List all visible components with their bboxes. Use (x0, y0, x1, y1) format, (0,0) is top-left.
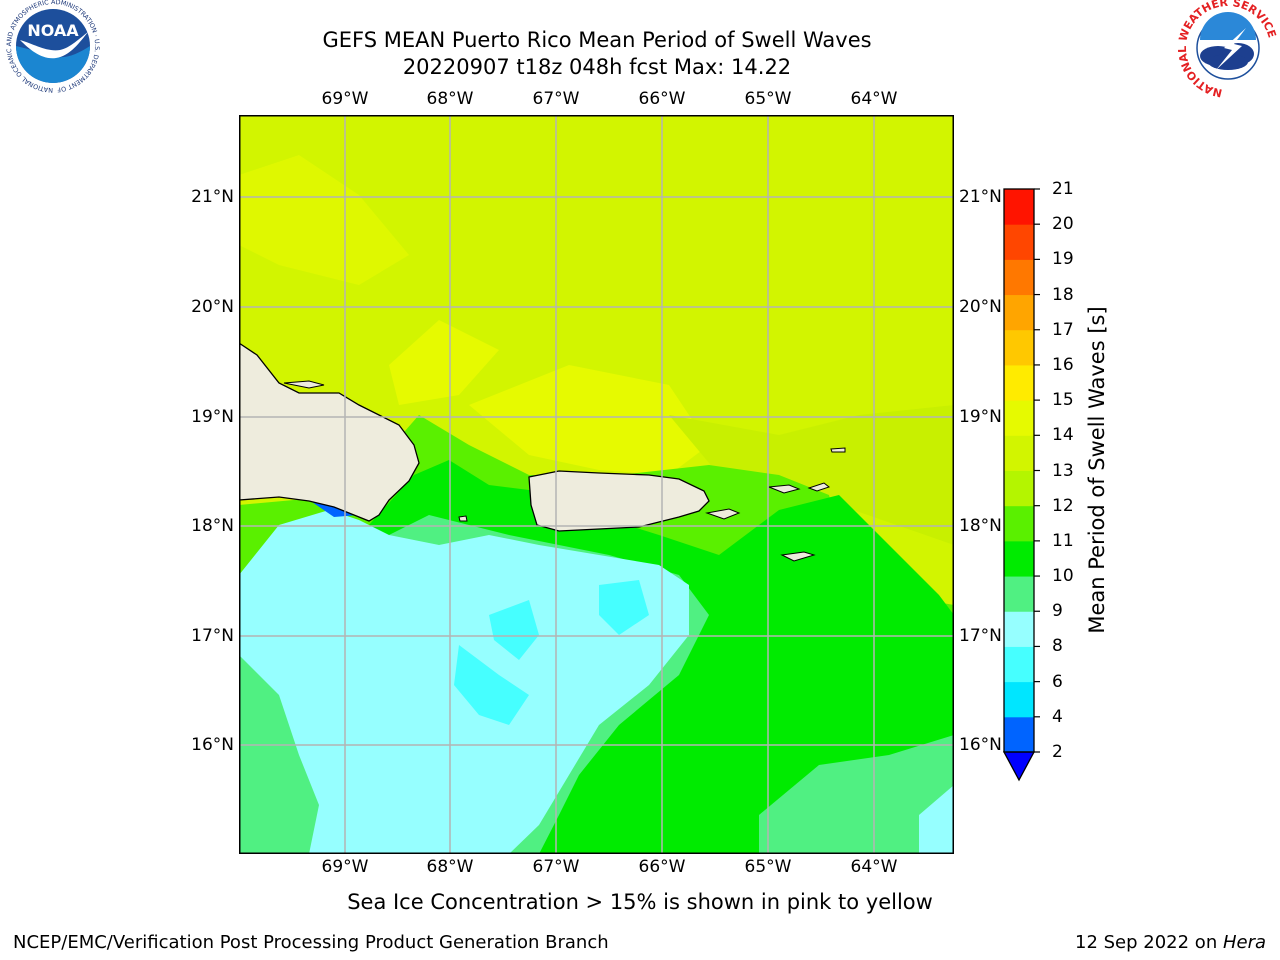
island-st-croix (780, 551, 816, 562)
colorbar-swatch (1004, 681, 1034, 718)
island-anegada (830, 447, 846, 453)
colorbar-level-label: 20 (1052, 214, 1074, 235)
lon-label-top-65w: 65°W (744, 89, 792, 109)
island-mona (458, 515, 468, 522)
colorbar-swatch (1004, 435, 1034, 471)
footer-date: 12 Sep 2022 on Hera (1075, 932, 1266, 953)
sea-ice-note: Sea Ice Concentration > 15% is shown in … (347, 890, 933, 914)
field-13-14s-north2 (239, 155, 409, 285)
lon-label-top-69w: 69°W (321, 89, 369, 109)
lat-label-left-17n: 17°N (191, 626, 234, 646)
lat-label-right-20n: 20°N (959, 297, 1002, 317)
island-st-thomas (768, 484, 801, 494)
chart-subtitle: 20220907 t18z 048h fcst Max: 14.22 (402, 55, 792, 79)
colorbar (1002, 188, 1040, 782)
footer-date-text: 12 Sep 2022 on (1075, 932, 1223, 953)
colorbar-level-label: 14 (1052, 425, 1074, 446)
lat-label-right-17n: 17°N (959, 626, 1002, 646)
lon-label-bottom-66w: 66°W (638, 857, 686, 877)
colorbar-level-label: 8 (1052, 636, 1063, 657)
lat-label-left-16n: 16°N (191, 735, 234, 755)
colorbar-swatch (1004, 716, 1034, 753)
lon-label-top-66w: 66°W (638, 89, 686, 109)
chart-title: GEFS MEAN Puerto Rico Mean Period of Swe… (322, 28, 872, 52)
colorbar-swatch (1004, 540, 1034, 577)
island-vieques (705, 508, 741, 520)
footer-machine: Hera (1222, 932, 1266, 953)
colorbar-under-triangle (1002, 751, 1036, 782)
colorbar-swatch (1004, 646, 1034, 683)
map-grid (239, 115, 954, 854)
lon-label-top-64w: 64°W (850, 89, 898, 109)
field-6-8s-c (599, 580, 649, 635)
lat-label-left-21n: 21°N (191, 187, 234, 207)
colorbar-level-label: 19 (1052, 249, 1074, 270)
colorbar-swatch (1004, 576, 1034, 612)
island-tortola (807, 482, 831, 492)
field-6-8s-b (454, 645, 529, 725)
colorbar-level-label: 15 (1052, 390, 1074, 411)
colorbar-swatch (1004, 505, 1034, 542)
colorbar-swatch (1004, 400, 1034, 436)
lon-label-bottom-65w: 65°W (744, 857, 792, 877)
colorbar-swatch (1004, 259, 1034, 296)
colorbar-level-label: 6 (1052, 671, 1063, 692)
lat-label-right-16n: 16°N (959, 735, 1002, 755)
colorbar-title: Mean Period of Swell Waves [s] (1085, 306, 1109, 634)
field-13-14s-north (389, 320, 499, 405)
swell-period-map (239, 115, 954, 854)
lat-label-right-18n: 18°N (959, 516, 1002, 536)
lon-label-top-67w: 67°W (532, 89, 580, 109)
island-tortuga (283, 380, 325, 389)
colorbar-level-label: 2 (1052, 742, 1063, 762)
colorbar-swatch (1004, 470, 1034, 507)
colorbar-swatch (1004, 611, 1034, 647)
colorbar-level-label: 9 (1052, 601, 1063, 622)
colorbar-level-label: 17 (1052, 319, 1074, 340)
colorbar-swatch (1004, 224, 1034, 260)
colorbar-level-label: 21 (1052, 179, 1074, 199)
colorbar-level-label: 16 (1052, 354, 1074, 375)
colorbar-level-label: 10 (1052, 566, 1074, 587)
lat-label-right-19n: 19°N (959, 407, 1002, 427)
colorbar-level-label: 12 (1052, 495, 1074, 516)
land-puerto-rico (528, 470, 710, 532)
colorbar-level-label: 11 (1052, 530, 1074, 551)
field-6-8s-a (489, 600, 539, 660)
lat-label-left-18n: 18°N (191, 516, 234, 536)
colorbar-swatch (1004, 294, 1034, 331)
noaa-logo-text: NOAA (27, 21, 79, 40)
field-9-10s-southeast (759, 735, 954, 854)
lat-label-right-21n: 21°N (959, 187, 1002, 207)
field-13-14s-pr (469, 365, 709, 475)
lon-label-bottom-69w: 69°W (321, 857, 369, 877)
colorbar-level-label: 18 (1052, 284, 1074, 305)
lat-label-left-19n: 19°N (191, 407, 234, 427)
colorbar-swatch (1004, 189, 1034, 225)
footer-branch: NCEP/EMC/Verification Post Processing Pr… (13, 932, 609, 953)
lon-label-bottom-67w: 67°W (532, 857, 580, 877)
colorbar-swatch (1004, 364, 1034, 401)
lat-label-left-20n: 20°N (191, 297, 234, 317)
lon-label-bottom-68w: 68°W (426, 857, 474, 877)
lon-label-top-68w: 68°W (426, 89, 474, 109)
noaa-logo: NATIONAL OCEANIC AND ATMOSPHERIC ADMINIS… (0, 0, 103, 96)
land-hispaniola (239, 342, 420, 522)
field-8-9s-southeast (919, 785, 954, 854)
lon-label-bottom-64w: 64°W (850, 857, 898, 877)
field-12s-east (669, 405, 954, 545)
colorbar-level-label: 4 (1052, 706, 1063, 727)
colorbar-level-label: 13 (1052, 460, 1074, 481)
nws-logo: NATIONAL WEATHER SERVICE (1176, 0, 1279, 100)
colorbar-swatch (1004, 329, 1034, 366)
